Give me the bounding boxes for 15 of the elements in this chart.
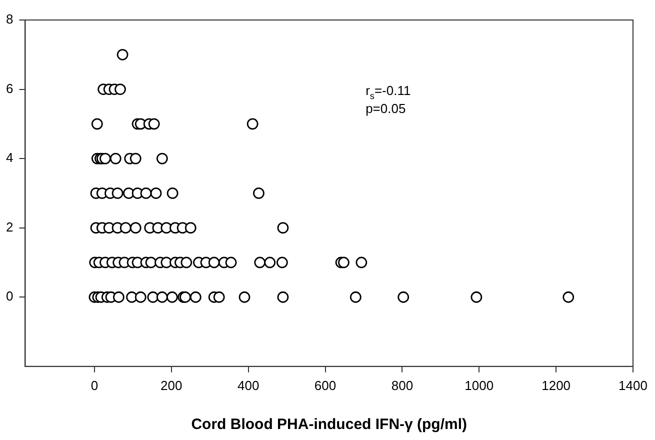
y-tick-label: 8 <box>6 12 14 27</box>
y-tick-label: 0 <box>6 288 14 304</box>
x-tick-label: 0 <box>90 378 98 393</box>
x-tick-label: 400 <box>237 378 260 393</box>
x-tick-label: 800 <box>391 378 414 393</box>
x-tick-label: 1000 <box>464 378 494 393</box>
y-tick-label: 4 <box>6 150 14 166</box>
y-tick-label: 6 <box>6 80 14 96</box>
y-tick-label: 2 <box>6 219 14 234</box>
annotation: p=0.05 <box>366 101 406 116</box>
x-tick-label: 1200 <box>542 378 571 393</box>
x-axis-title: Cord Blood PHA-induced IFN-γ (pg/ml) <box>191 416 468 434</box>
x-tick-label: 200 <box>160 378 182 393</box>
x-tick-label: 600 <box>314 378 336 393</box>
x-tick-label: 1400 <box>618 378 648 393</box>
